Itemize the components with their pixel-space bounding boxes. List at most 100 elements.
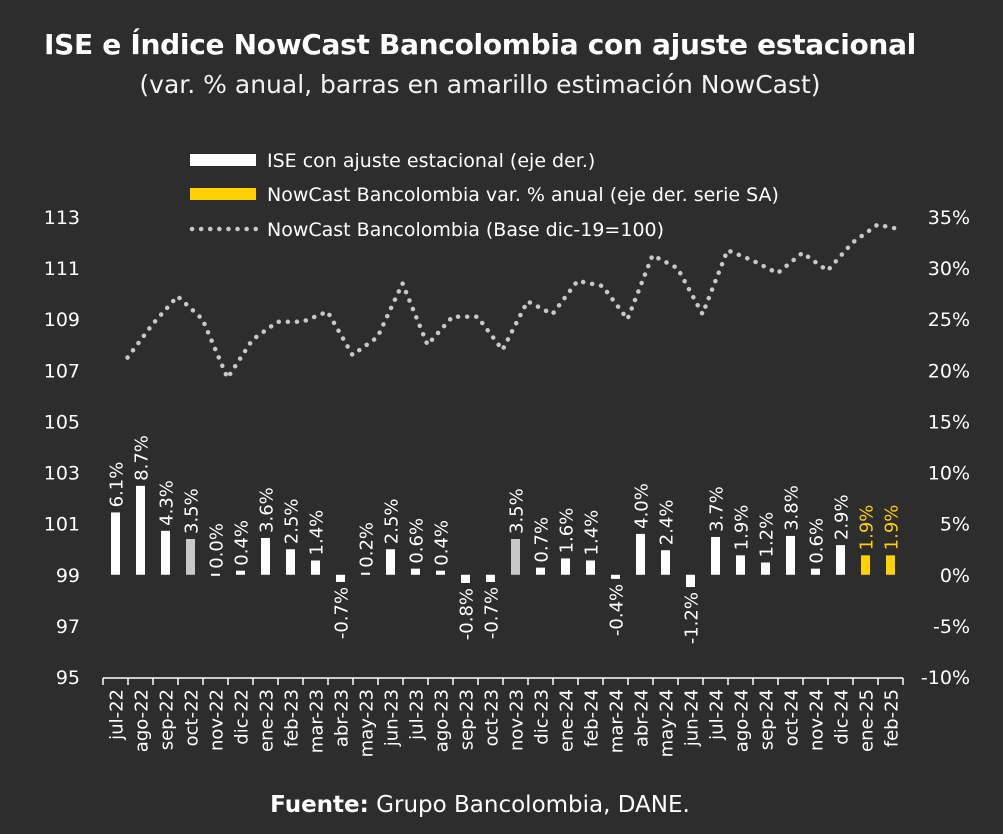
left-axis: 95 97 99 101 103 105 107 109 111 113 [44,207,80,689]
ise-bar [236,570,245,575]
ise-bar [436,570,445,575]
left-tick-label: 103 [44,463,80,485]
bar-label: 0.6% [407,518,428,564]
ise-bar [661,550,670,575]
right-tick-label: 10% [928,463,970,485]
x-tick-label: jul-24 [707,689,728,741]
ise-bar [361,572,370,575]
x-tick-label: oct-23 [482,689,503,746]
bar-label: 2.9% [832,494,853,540]
x-tick-label: nov-23 [507,689,528,751]
bar-label: 1.2% [757,512,778,558]
bar-label: 3.5% [507,488,528,534]
bar-label: -0.7% [482,587,503,639]
index-line [125,222,905,383]
x-tick-label: ene-24 [557,689,578,752]
ise-bar [536,567,545,575]
source-text: Grupo Bancolombia, DANE. [368,792,690,818]
ise-bar [211,573,220,576]
x-axis: jul-22 ago-22 sep-22 oct-22 nov-22 dic-22 ene-… [102,677,904,757]
legend: ISE con ajuste estacional (eje der.) NowC… [189,150,779,241]
x-tick-label: dic-23 [532,689,553,745]
right-tick-label: 20% [928,360,970,382]
bar-label: 3.5% [182,488,203,534]
x-tick-label: jun-24 [682,689,703,747]
bar-label: 3.8% [782,485,803,531]
legend-swatch [190,188,256,200]
ise-bar [461,574,470,583]
x-tick-label: ago-24 [732,689,753,752]
ise-bar [836,545,845,575]
right-axis: -10% -5% 0% 5% 10% 15% 20% 25% 30% 35% [921,207,970,689]
x-tick-label: mar-23 [307,689,328,753]
bar-label: 3.6% [257,487,278,533]
x-tick-label: nov-22 [207,689,228,751]
bar-label: 0.0% [207,523,228,569]
bar-label: 1.6% [557,508,578,554]
ise-bar [561,558,570,575]
bar-labels: 6.1%8.7%4.3% 3.5%0.0% 0.4%3.6% 2.5% 1.4%-0.7… [107,435,903,644]
legend-label: ISE con ajuste estacional (eje der.) [267,150,595,172]
right-tick-label: 15% [928,411,970,433]
ise-bar [336,574,345,582]
ise-bar [486,574,495,582]
right-tick-label: -10% [921,667,970,689]
bar-label: 2.5% [382,498,403,544]
bar-label: 1.9% [857,505,878,551]
ise-bar [386,549,395,575]
right-tick-label: 35% [928,207,970,229]
left-tick-label: 97 [56,616,80,638]
ise-bar [111,512,120,575]
bar-label: 4.0% [632,483,653,529]
bar-label: 1.4% [307,510,328,556]
bar-label: -0.8% [457,588,478,640]
x-tick-label: jul-22 [107,689,128,741]
x-tick-label: feb-25 [882,689,903,747]
x-tick-label: may-24 [657,689,678,757]
x-tick-label: jul-23 [407,689,428,741]
x-tick-label: oct-24 [782,689,803,746]
legend-label: NowCast Bancolombia (Base dic-19=100) [267,219,664,241]
bar-label: 0.4% [432,520,453,566]
bars [111,485,895,588]
bar-label: -0.7% [332,587,353,639]
legend-label: NowCast Bancolombia var. % anual (eje de… [267,184,779,206]
source-note: Fuente: Grupo Bancolombia, DANE. [0,792,960,818]
legend-swatch [190,154,256,166]
bar-label: 1.9% [732,505,753,551]
bar-label: 0.6% [807,518,828,564]
ise-bar [761,562,770,575]
bar-label: -0.4% [607,584,628,636]
x-tick-label: sep-24 [757,689,778,750]
x-tick-label: mar-24 [607,689,628,753]
chart-subtitle: (var. % anual, barras en amarillo estima… [139,70,821,99]
bar-label: 4.3% [157,480,178,526]
left-tick-label: 101 [44,514,80,536]
ise-bar [186,539,195,575]
x-tick-label: ago-23 [432,689,453,752]
x-tick-label: abr-23 [332,689,353,747]
chart-title: ISE e Índice NowCast Bancolombia con aju… [44,28,916,61]
x-tick-label: feb-23 [282,689,303,747]
right-tick-label: 25% [928,309,970,331]
x-tick-label: ene-23 [257,689,278,752]
bar-label: 3.7% [707,486,728,532]
right-tick-label: 30% [928,258,970,280]
x-tick-label: ene-25 [857,689,878,752]
x-tick-label: feb-24 [582,689,603,747]
ise-bar [611,574,620,579]
bar-label: -1.2% [682,592,703,644]
bar-label: 2.5% [282,498,303,544]
right-tick-label: 0% [940,565,970,587]
left-tick-label: 113 [44,207,80,229]
ise-bar [736,555,745,575]
ise-bar [161,530,170,575]
x-tick-label: dic-24 [832,689,853,745]
nowcast-bar [861,555,870,575]
right-tick-label: -5% [933,616,970,638]
right-tick-label: 5% [940,514,970,536]
x-tick-label: ago-22 [132,689,153,752]
x-tick-label: jun-23 [382,689,403,747]
left-tick-label: 95 [56,667,80,689]
